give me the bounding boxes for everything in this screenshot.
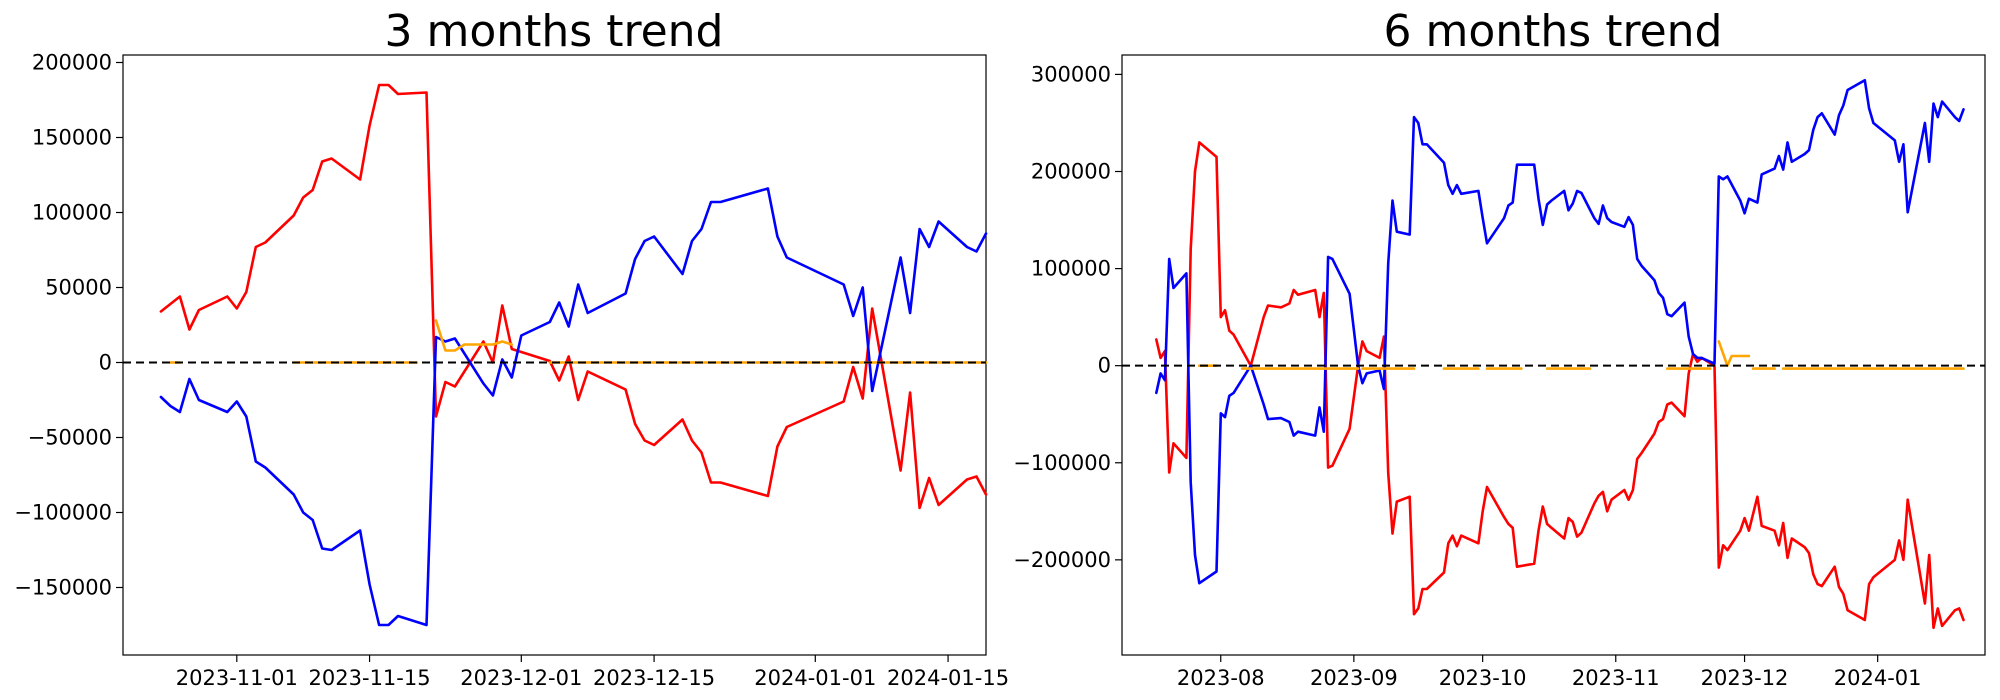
chart-6-months: 6 months trend −200000 −100000 0 100000 2000… [1013,6,1986,690]
y-tick-label: 200000 [1031,160,1111,184]
x-tick-label: 2023-12 [1701,666,1789,690]
x-tick-label: 2023-11-01 [176,666,298,690]
y-tick-label: 100000 [32,201,112,225]
y-tick-label: 50000 [45,276,112,300]
series-line-red [159,83,988,510]
x-tick-label: 2023-08 [1177,666,1265,690]
y-tick-label: −200000 [1013,548,1111,572]
x-tick-label: 2023-10 [1439,666,1527,690]
series-line-orange [434,319,514,352]
series-line-red [1155,141,1965,630]
chart-title: 3 months trend [385,6,724,57]
x-tick-label: 2023-11 [1572,666,1660,690]
y-tick-label: 300000 [1031,62,1111,86]
x-tick-label: 2024-01-15 [887,666,1009,690]
x-tick-label: 2023-12-01 [460,666,582,690]
plot-area [122,54,987,656]
y-tick-label: −100000 [14,501,112,525]
x-tick-label: 2024-01 [1834,666,1922,690]
x-tick-label: 2023-09 [1310,666,1398,690]
y-tick-label: 0 [1098,354,1111,378]
x-tick-label: 2023-11-15 [309,666,431,690]
plot-area [1121,54,1986,656]
y-tick-label: −100000 [1013,451,1111,475]
chart-title: 6 months trend [1384,6,1723,57]
y-tick-label: −50000 [28,426,112,450]
y-tick-label: −150000 [14,576,112,600]
y-tick-label: 150000 [32,126,112,150]
y-tick-label: 200000 [32,51,112,75]
y-tick-label: 0 [99,351,112,375]
x-tick-label: 2024-01-01 [754,666,876,690]
x-tick-label: 2023-12-15 [593,666,715,690]
series-line-orange [1717,340,1751,367]
series-line-blue [159,187,988,627]
y-tick-label: 100000 [1031,257,1111,281]
chart-3-months: 3 months trend −150000 −100000 −50000 0 5000… [14,6,1009,690]
series-line-blue [1155,78,1965,585]
